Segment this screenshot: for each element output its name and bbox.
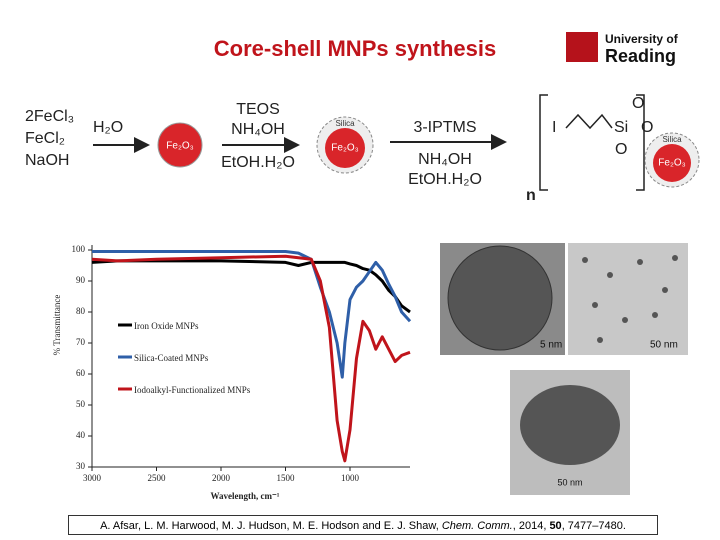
y-tick-label: 50 — [76, 399, 86, 409]
y-axis-label: % Transmittance — [52, 295, 62, 356]
bond — [565, 113, 613, 130]
reagent: H₂O — [93, 119, 123, 136]
y-tick-label: 30 — [76, 461, 86, 471]
y-tick-label: 60 — [76, 368, 86, 378]
x-tick-label: 1500 — [277, 473, 296, 483]
atom: I — [552, 119, 556, 136]
bracket — [539, 94, 645, 191]
x-tick-label: 3000 — [83, 473, 102, 483]
y-tick-label: 70 — [76, 337, 86, 347]
x-axis-label: Wavelength, cm⁻¹ — [211, 491, 280, 501]
tem-particle — [447, 245, 553, 351]
citation-volume: 50 — [549, 520, 562, 532]
y-tick-label: 100 — [72, 244, 86, 254]
reagent: EtOH.H₂O — [408, 171, 482, 188]
tem-image — [568, 243, 688, 355]
atom: Si — [614, 119, 628, 136]
series-line — [91, 259, 411, 314]
ir-chart: 30 40 50 60 70 80 90 100 3000 2500 2000 1500 1000 % T… — [52, 244, 412, 501]
shell-label: Silica — [662, 135, 682, 144]
reagent: 3-IPTMS — [413, 119, 476, 136]
reagent: NH₄OH — [231, 121, 285, 138]
tem-particles — [582, 255, 678, 343]
citation-authors: A. Afsar, L. M. Harwood, M. J. Hudson, M… — [100, 520, 442, 532]
core-label: Fe₂O₃ — [166, 141, 193, 152]
reactant: FeCl₂ — [25, 130, 65, 147]
slide-title: Core-shell MNPs synthesis — [214, 36, 496, 61]
x-tick-label: 1000 — [341, 473, 360, 483]
y-tick-label: 90 — [76, 275, 86, 285]
core-label: Fe₂O₃ — [331, 143, 358, 154]
reagent: TEOS — [236, 101, 280, 118]
tem-aggregate — [520, 385, 620, 465]
scale-label: 5 nm — [540, 340, 562, 351]
atom: O — [615, 141, 627, 158]
x-tick-label: 2500 — [148, 473, 167, 483]
x-tick-label: 2000 — [212, 473, 231, 483]
atom: O — [632, 95, 644, 112]
series-line — [91, 254, 411, 463]
nanoparticle — [325, 128, 365, 168]
nanoparticle — [653, 144, 691, 182]
reagent: EtOH.H₂O — [221, 154, 295, 171]
reactant: 2FeCl₃ — [25, 108, 74, 125]
legend-label: Silica-Coated MNPs — [134, 353, 209, 363]
atom: O — [641, 119, 653, 136]
repeat-unit: n — [526, 187, 536, 204]
logo-text: Reading — [605, 46, 676, 66]
shell-label: Silica — [335, 119, 355, 128]
citation: A. Afsar, L. M. Harwood, M. J. Hudson, M… — [68, 515, 658, 535]
core-label: Fe₂O₃ — [658, 158, 685, 169]
citation-journal: Chem. Comm. — [441, 520, 513, 532]
y-tick-label: 40 — [76, 430, 86, 440]
reagent: NH₄OH — [418, 151, 472, 168]
series-line — [92, 250, 412, 379]
scale-label: 50 nm — [557, 477, 582, 487]
reactant: NaOH — [25, 152, 69, 169]
citation-pages: , 7477–7480. — [561, 520, 626, 532]
legend-label: Iodoalkyl-Functionalized MNPs — [134, 385, 251, 395]
nanoparticle — [157, 122, 203, 168]
logo-crest — [566, 32, 598, 62]
logo-text: University of — [605, 32, 679, 46]
citation-year: , 2014, — [512, 520, 550, 532]
scale-label: 50 nm — [650, 340, 678, 351]
legend-label: Iron Oxide MNPs — [134, 321, 199, 331]
y-tick-label: 80 — [76, 306, 86, 316]
